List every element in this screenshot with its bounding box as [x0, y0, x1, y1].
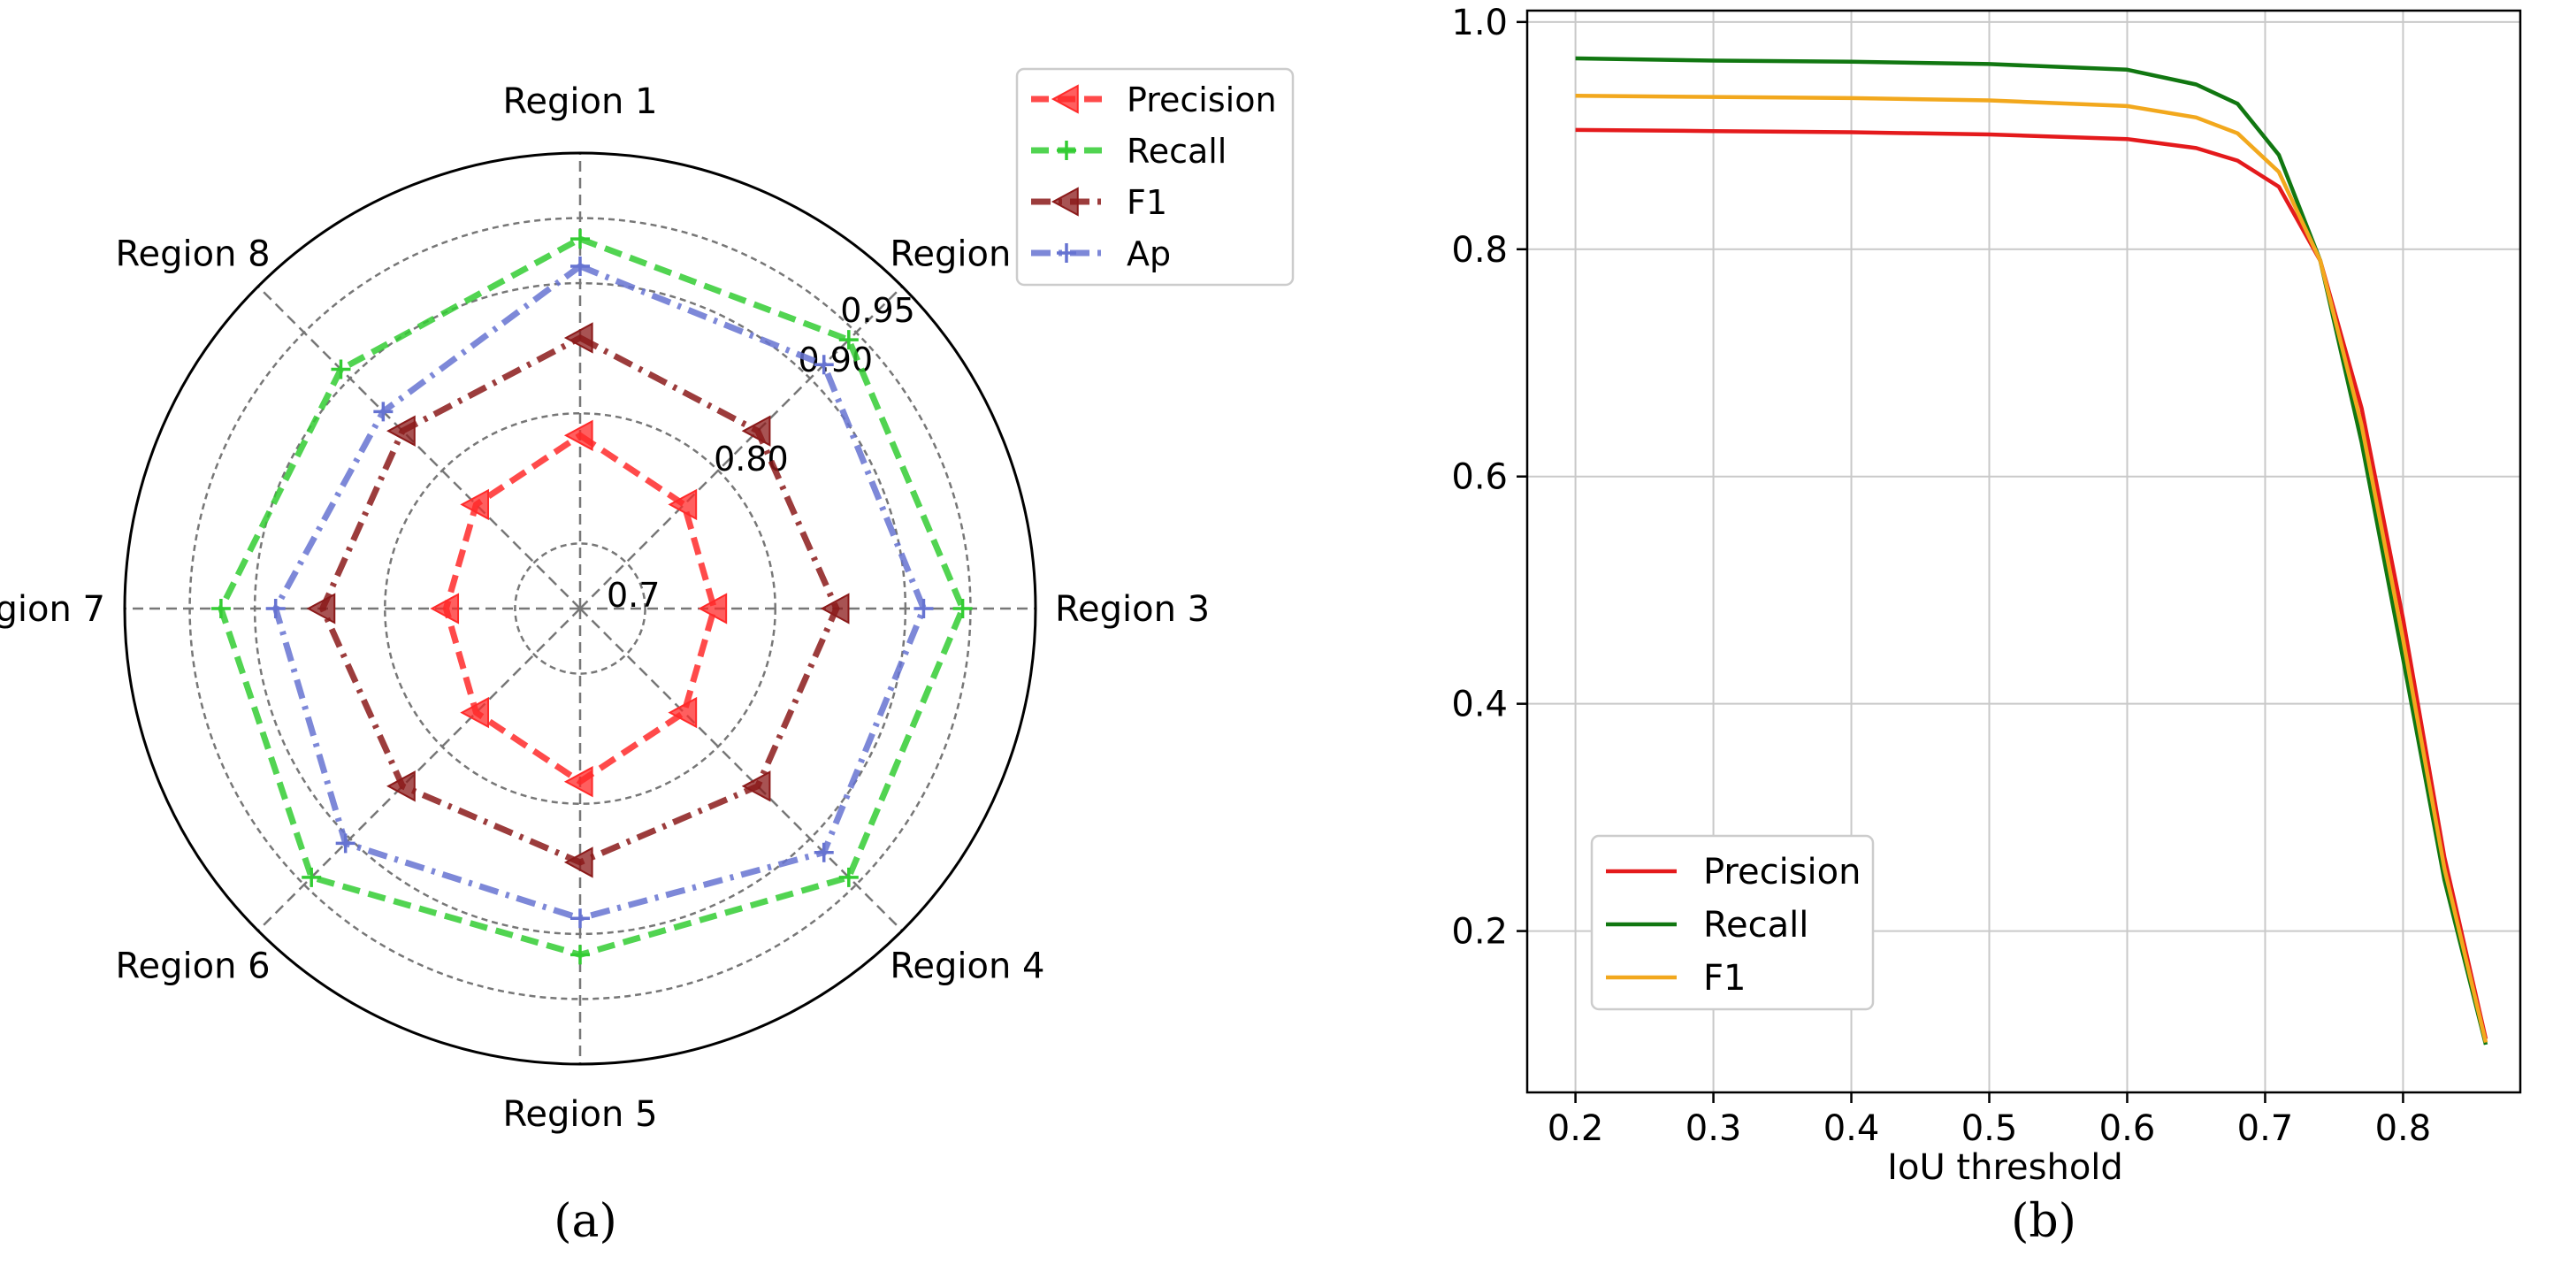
radar-point-ap — [913, 599, 934, 618]
radar-axis-label: Region 5 — [502, 1094, 657, 1135]
x-tick-label: 0.4 — [1823, 1108, 1880, 1149]
radar-axis-label: Region 6 — [116, 946, 271, 986]
radar-point-precision — [460, 696, 490, 729]
radar-point-ap — [373, 402, 394, 422]
x-tick-label: 0.7 — [2237, 1108, 2294, 1149]
legend-label: Recall — [1127, 132, 1227, 171]
radar-point-precision — [668, 488, 698, 521]
radar-axis-label: Region 4 — [890, 946, 1044, 986]
y-tick-label: 0.4 — [1451, 685, 1508, 725]
legend-marker — [1057, 243, 1076, 263]
x-tick-label: 0.8 — [2375, 1108, 2432, 1149]
legend-marker — [1051, 84, 1079, 114]
radar-point-recall — [838, 330, 859, 350]
y-tick-label: 0.8 — [1451, 230, 1508, 271]
plot-frame — [1525, 9, 2522, 1094]
caption-b: (b) — [2011, 1195, 2076, 1248]
legend-marker — [1057, 141, 1076, 160]
x-tick-label: 0.2 — [1548, 1108, 1604, 1149]
line-series-f1 — [1575, 94, 2488, 1044]
radar-axis-label: Region 7 — [0, 589, 105, 630]
legend-label: Precision — [1703, 852, 1861, 892]
legend-marker — [1051, 187, 1079, 217]
radar-point-f1 — [386, 770, 416, 802]
radar-spoke — [256, 285, 581, 609]
line-chart: 0.2 0.3 0.4 0.5 0.6 0.7 0.8 0.2 0.4 0.6 0.8 1.0 IoU … — [1451, 3, 2522, 1188]
y-tick-label: 1.0 — [1451, 3, 1508, 43]
legend-label: Recall — [1703, 905, 1808, 946]
radar-point-precision — [563, 419, 593, 451]
radar-point-precision — [668, 696, 698, 729]
radar-point-f1 — [386, 415, 416, 447]
radar-point-recall — [570, 945, 590, 965]
legend-label: F1 — [1703, 958, 1746, 999]
line-legend — [1590, 834, 1875, 1011]
radar-grid-circle — [514, 542, 646, 675]
caption-a: (a) — [554, 1195, 617, 1248]
radar-tick-label: 0.7 — [607, 576, 660, 615]
radar-point-f1 — [563, 322, 593, 354]
radar-point-precision — [430, 593, 460, 624]
radar-point-ap — [814, 842, 834, 862]
radar-point-recall — [570, 229, 590, 249]
x-tick-label: 0.3 — [1685, 1108, 1742, 1149]
radar-tick-label: 0.95 — [840, 291, 915, 330]
radar-spoke — [256, 608, 581, 932]
radar-point-f1 — [563, 846, 593, 878]
radar-frame — [123, 151, 1037, 1066]
radar-point-ap — [814, 355, 834, 375]
radar-legend — [1015, 67, 1295, 287]
radar-point-recall — [210, 599, 231, 618]
legend-label: Ap — [1127, 234, 1171, 273]
radar-point-recall — [952, 599, 973, 618]
x-tick-label: 0.6 — [2099, 1108, 2156, 1149]
x-tick-label: 0.5 — [1961, 1108, 2018, 1149]
radar-spoke — [579, 608, 904, 932]
radar-axis-label: Region 8 — [116, 234, 271, 275]
radar-point-ap — [570, 908, 590, 929]
radar-point-recall — [331, 359, 351, 379]
radar-point-precision — [698, 593, 728, 624]
y-tick-label: 0.2 — [1451, 912, 1508, 953]
radar-point-ap — [570, 257, 590, 277]
radar-point-precision — [460, 488, 490, 521]
radar-point-f1 — [741, 415, 771, 447]
radar-point-f1 — [820, 593, 850, 624]
y-tick-label: 0.6 — [1451, 457, 1508, 498]
radar-point-f1 — [741, 770, 771, 802]
legend-label: F1 — [1127, 183, 1167, 222]
radar-point-ap — [265, 599, 286, 618]
radar-axis-label: Region 3 — [1055, 589, 1210, 630]
line-series-precision — [1575, 127, 2488, 1040]
line-series-recall — [1575, 56, 2488, 1046]
radar-point-recall — [302, 867, 322, 887]
radar-point-f1 — [306, 593, 336, 624]
legend-label: Precision — [1127, 80, 1277, 119]
radar-point-ap — [335, 833, 355, 854]
x-axis-label: IoU threshold — [1887, 1147, 2123, 1188]
radar-axis-label: Region 1 — [502, 81, 657, 122]
radar-point-recall — [838, 867, 859, 887]
radar-point-precision — [563, 766, 593, 798]
